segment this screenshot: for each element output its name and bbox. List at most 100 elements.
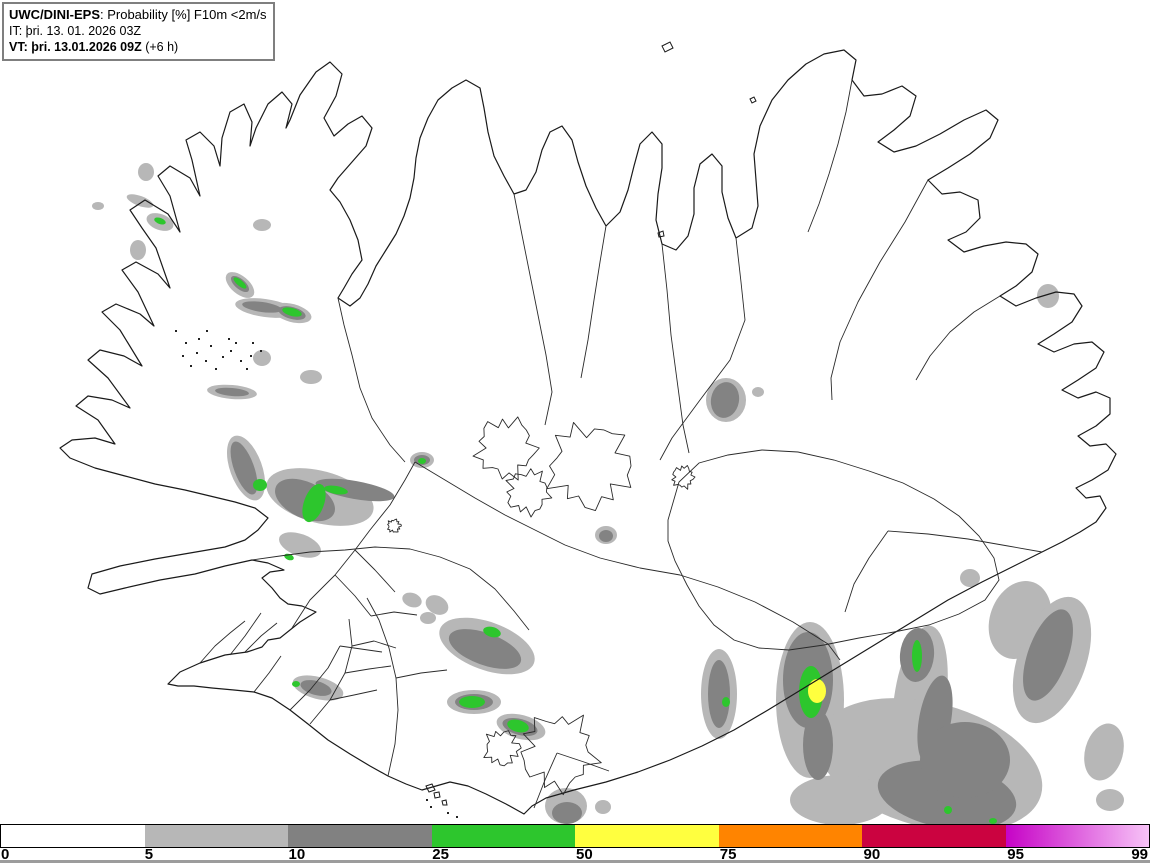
island-outline bbox=[433, 791, 441, 799]
colorbar-tick-25: 25 bbox=[432, 846, 449, 863]
glacier-outline bbox=[520, 714, 602, 796]
islet-dot bbox=[426, 799, 428, 801]
probability-blob-50-75 bbox=[808, 679, 826, 703]
islet-dot bbox=[447, 812, 449, 814]
probability-blob-10-25 bbox=[1023, 609, 1073, 701]
probability-blob-5-10 bbox=[1084, 723, 1124, 781]
boundary-line bbox=[580, 225, 607, 379]
probability-blob-5-10 bbox=[300, 370, 322, 384]
colorbar-segment-50-75 bbox=[575, 825, 719, 847]
glacier-outline bbox=[667, 449, 1000, 651]
boundary-line bbox=[291, 461, 416, 629]
valid-time-line: VT: þri. 13.01.2026 09Z (+6 h) bbox=[9, 39, 267, 55]
colorbar-segment-95-99 bbox=[1005, 825, 1149, 847]
boundary-line bbox=[366, 597, 399, 777]
boundary-line bbox=[414, 461, 841, 661]
boundary-line bbox=[915, 295, 1001, 381]
islet-dot bbox=[185, 342, 187, 344]
probability-blob-5-10 bbox=[278, 532, 322, 558]
islet-dot bbox=[206, 330, 208, 332]
bottom-border-strip bbox=[0, 860, 1150, 863]
boundary-line bbox=[469, 568, 530, 631]
islet-dot bbox=[190, 365, 192, 367]
probability-blob-10-25 bbox=[315, 478, 395, 502]
islet-dot bbox=[250, 355, 252, 357]
probability-blob-5-10 bbox=[595, 800, 611, 814]
boundary-line bbox=[533, 752, 558, 809]
islet-dot bbox=[430, 806, 432, 808]
colorbar-ticks: 0 5 10 25 50 75 90 95 99 bbox=[0, 846, 1150, 863]
colorbar-segment-5-10 bbox=[144, 825, 288, 847]
probability-blob-25-50 bbox=[253, 479, 267, 491]
islet-dot bbox=[175, 330, 177, 332]
probability-blob-10-25 bbox=[215, 387, 249, 397]
probability-blob-5-10 bbox=[1096, 789, 1124, 811]
title-box: UWC/DINI-EPS: Probability [%] F10m <2m/s… bbox=[2, 2, 275, 61]
probability-blob-25-50 bbox=[418, 458, 426, 464]
probability-blob-25-50 bbox=[483, 626, 501, 638]
title-line-model: UWC/DINI-EPS: Probability [%] F10m <2m/s bbox=[9, 7, 267, 23]
probability-blob-10-25 bbox=[803, 710, 833, 780]
island-outline bbox=[441, 799, 448, 806]
boundary-line bbox=[199, 620, 246, 664]
boundary-line bbox=[289, 645, 341, 711]
colorbar-tick-95: 95 bbox=[1007, 846, 1024, 863]
boundary-line bbox=[844, 530, 889, 613]
boundary-line bbox=[253, 655, 282, 693]
valid-time: VT: þri. 13.01.2026 09Z bbox=[9, 40, 142, 54]
island-outline bbox=[661, 41, 674, 53]
probability-blob-5-10 bbox=[420, 612, 436, 624]
probability-blob-10-25 bbox=[242, 301, 282, 313]
colorbar-tick-5: 5 bbox=[144, 846, 154, 863]
colorbar-segment-0-5 bbox=[1, 825, 145, 847]
islet-dot bbox=[260, 350, 262, 352]
colorbar-segment-90-95 bbox=[862, 825, 1006, 847]
probability-blob-10-25 bbox=[708, 660, 730, 728]
islet-dot bbox=[235, 342, 237, 344]
probability-blob-5-10 bbox=[126, 194, 154, 208]
colorbar-tick-10: 10 bbox=[288, 846, 306, 863]
probability-blob-25-50 bbox=[944, 806, 952, 814]
island-outline bbox=[425, 783, 436, 793]
islet-dot bbox=[240, 360, 242, 362]
lead-time: (+6 h) bbox=[141, 40, 179, 54]
map-area bbox=[59, 41, 1124, 826]
probability-blob-25-50 bbox=[459, 696, 485, 708]
probability-blob-25-50 bbox=[912, 640, 922, 672]
probability-blob-25-50 bbox=[292, 681, 300, 687]
colorbar-tick-50: 50 bbox=[576, 846, 593, 863]
probability-blob-25-50 bbox=[233, 277, 247, 289]
init-time-line: IT: þri. 13. 01. 2026 03Z bbox=[9, 24, 142, 38]
iceland-probability-map bbox=[59, 41, 1124, 826]
islet-dot bbox=[230, 350, 232, 352]
colorbar-segment-10-25 bbox=[288, 825, 432, 847]
boundary-line bbox=[830, 179, 929, 401]
boundary-line bbox=[659, 237, 746, 461]
glacier-outline bbox=[505, 468, 553, 518]
colorbar-legend: 0 5 10 25 50 75 90 95 99 bbox=[0, 824, 1150, 863]
probability-blob-5-10 bbox=[253, 219, 271, 231]
probability-blob-10-25 bbox=[599, 530, 613, 542]
colorbar bbox=[0, 824, 1150, 848]
islet-dot bbox=[198, 338, 200, 340]
probability-blob-5-10 bbox=[253, 350, 271, 366]
colorbar-tick-99: 99 bbox=[1131, 846, 1148, 863]
probability-blob-10-25 bbox=[230, 441, 258, 495]
boundary-line bbox=[329, 689, 378, 701]
probability-blob-25-50 bbox=[302, 483, 326, 523]
probability-blob-10-25 bbox=[710, 382, 740, 418]
boundary-line bbox=[339, 645, 383, 653]
probability-blob-5-10 bbox=[92, 202, 104, 210]
glacier-outline bbox=[483, 730, 522, 767]
islet-dot bbox=[205, 360, 207, 362]
probability-blob-10-25 bbox=[920, 722, 1010, 798]
island-outline bbox=[657, 230, 665, 238]
islet-dot bbox=[246, 368, 248, 370]
islet-dot bbox=[456, 816, 458, 818]
boundary-line bbox=[337, 297, 406, 463]
probability-blob-5-10 bbox=[130, 240, 146, 260]
boundary-line bbox=[661, 243, 690, 454]
probability-blob-10-25 bbox=[448, 629, 522, 669]
glacier-outline bbox=[387, 518, 402, 533]
